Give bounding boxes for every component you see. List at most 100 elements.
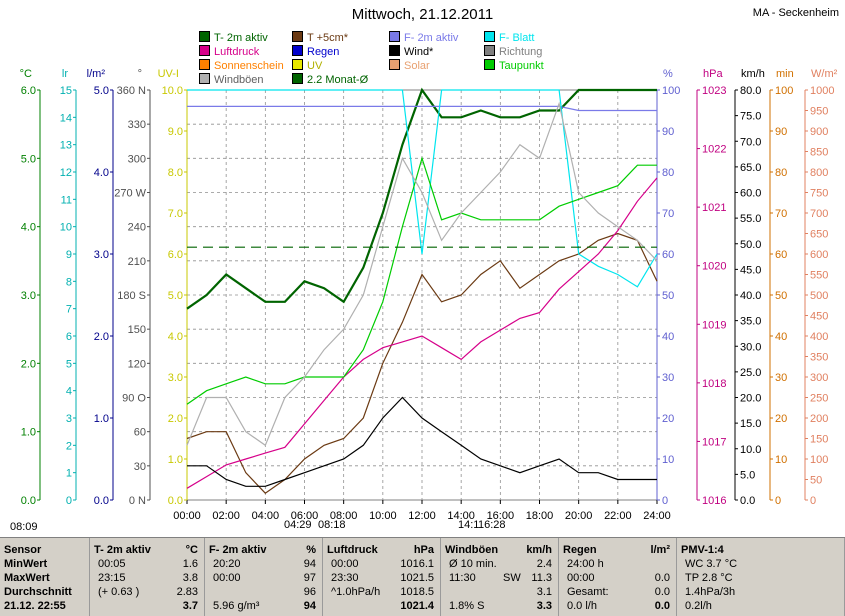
axis-dir-tick-label: 300 [128, 153, 146, 165]
axis-rain-unit: l/m² [87, 68, 106, 80]
table-cell-label: MinWert [4, 558, 48, 570]
axis-lr-tick-label: 14 [60, 112, 72, 124]
axis-rain-tick-label: 5.0 [94, 85, 109, 97]
axis-solar-tick-label: 500 [810, 290, 828, 302]
axis-solar-tick-label: 150 [810, 434, 828, 446]
legend-item: Regen [292, 45, 339, 59]
axis-solar-tick-label: 600 [810, 249, 828, 261]
table-header: F- 2m aktiv% [205, 538, 322, 558]
sunrise-label: 08:18 [318, 519, 346, 531]
axis-dir-tick-label: 90 O [122, 393, 146, 405]
series-t-2m-aktiv [186, 87, 657, 310]
axis-wind-tick-label: 5.0 [740, 469, 755, 481]
series-f-2m-aktiv [187, 105, 657, 112]
axis-temp-tick-label: 6.0 [21, 85, 36, 97]
axis-min-tick-label: 0 [775, 495, 781, 507]
axis-min-tick-label: 100 [775, 85, 793, 97]
table-cell-label: 00:05 [98, 558, 126, 570]
legend-label: Taupunkt [499, 60, 544, 72]
axis-dir-tick-label: 120 [128, 358, 146, 370]
axis-hum-tick-label: 90 [662, 126, 674, 138]
x-tick-label: 20:00 [565, 510, 593, 522]
table-cell-label: 23:30 [331, 572, 359, 584]
axis-solar-tick-label: 300 [810, 372, 828, 384]
axis-lr-tick-label: 5 [66, 358, 72, 370]
table-header: PMV-1:4 [677, 538, 844, 558]
legend-item: Sonnenschein [199, 59, 284, 73]
series-wind- [187, 396, 657, 487]
axis-solar-tick-label: 550 [810, 270, 828, 282]
axis-temp-tick-label: 3.0 [21, 290, 36, 302]
axis-lr-tick-label: 0 [66, 495, 72, 507]
table-cell-label: Durchschnitt [4, 586, 72, 598]
table-cell-label: 1.8% S [449, 600, 485, 612]
axis-hum-tick-label: 10 [662, 454, 674, 466]
axis-lr-tick-label: 3 [66, 413, 72, 425]
axis-solar-tick-label: 50 [810, 475, 822, 487]
legend-item: T- 2m aktiv [199, 31, 268, 45]
axis-solar-tick-label: 750 [810, 188, 828, 200]
sunrise-prev-label: 08:09 [10, 521, 38, 533]
table-row: 00:00 1016.1 [323, 558, 440, 572]
axis-wind-tick-label: 10.0 [740, 444, 761, 456]
axis-uv-tick-label: 9.0 [168, 126, 183, 138]
legend-swatch [389, 31, 400, 42]
legend-item: Wind* [389, 45, 433, 59]
table-cell-label: WC 3.7 °C [685, 558, 738, 570]
legend-swatch [389, 59, 400, 70]
x-tick-label: 04:00 [252, 510, 280, 522]
legend-label: Richtung [499, 46, 543, 58]
axis-press-tick-label: 1023 [702, 85, 726, 97]
axis-lr-tick-label: 12 [60, 167, 72, 179]
table-cell-label: 20:20 [213, 558, 241, 570]
table-cell-value: 3.8 [182, 572, 198, 584]
x-tick-label: 06:00 [291, 510, 319, 522]
x-tick-label: 14:00 [447, 510, 475, 522]
table-cell-label: Ø 10 min. [449, 558, 497, 570]
axis-lr-tick-label: 8 [66, 276, 72, 288]
table-cell-label: TP 2.8 °C [685, 572, 733, 584]
table-column: PMV-1:4 WC 3.7 °C TP 2.8 °C 1.4hPa/3h 0.2l/h [677, 538, 845, 616]
axis-min-tick-label: 10 [775, 454, 787, 466]
axis-hum-tick-label: 40 [662, 331, 674, 343]
table-cell-value: 94 [303, 600, 316, 612]
axis-press-unit: hPa [703, 68, 723, 80]
legend-swatch [292, 59, 303, 70]
table-cell-label: 00:00 [331, 558, 359, 570]
axis-lr-tick-label: 4 [66, 386, 72, 398]
table-row: 00:00 97 [205, 572, 322, 586]
axis-uv-tick-label: 6.0 [168, 249, 183, 261]
axis-wind-tick-label: 50.0 [740, 239, 761, 251]
legend-item: UV [292, 59, 322, 73]
axis-min-tick-label: 90 [775, 126, 787, 138]
table-cell-value: 96 [303, 586, 316, 598]
table-cell-value: 97 [303, 572, 316, 584]
axis-min-tick-label: 80 [775, 167, 787, 179]
legend-item: F- 2m aktiv [389, 31, 458, 45]
axis-uv-tick-label: 5.0 [168, 290, 183, 302]
axis-wind-tick-label: 65.0 [740, 162, 761, 174]
axis-wind-tick-label: 30.0 [740, 341, 761, 353]
axis-min-tick-label: 40 [775, 331, 787, 343]
table-header: T- 2m aktiv °C [90, 538, 204, 558]
table-cell-extra: SW [503, 572, 521, 584]
table-header-label: Windböen [445, 544, 499, 556]
axis-dir-tick-label: 330 [128, 119, 146, 131]
axis-wind-tick-label: 70.0 [740, 136, 761, 148]
axis-hum-tick-label: 80 [662, 167, 674, 179]
table-header-unit: °C [185, 544, 198, 556]
table-row: 20:20 94 [205, 558, 322, 572]
legend-item: Windböen [199, 73, 264, 87]
legend-item: Solar [389, 59, 430, 73]
table-cell-value: 1.6 [182, 558, 198, 570]
axis-uv-tick-label: 10.0 [162, 85, 183, 97]
axis-dir-tick-label: 150 [128, 324, 146, 336]
axis-temp-tick-label: 2.0 [21, 358, 36, 370]
axis-rain-tick-label: 1.0 [94, 413, 109, 425]
legend: T- 2m aktiv T +5cm* F- 2m aktiv F- Blatt Luf… [0, 0, 845, 90]
axis-wind-tick-label: 60.0 [740, 188, 761, 200]
table-header: Luftdruck hPa [323, 538, 440, 558]
axis-lr-tick-label: 10 [60, 222, 72, 234]
chart-area: 00:00 02:00 04:00 06:00 08:00 10:00 12:00 14:00… [0, 0, 845, 533]
axis-rain-tick-label: 2.0 [94, 331, 109, 343]
